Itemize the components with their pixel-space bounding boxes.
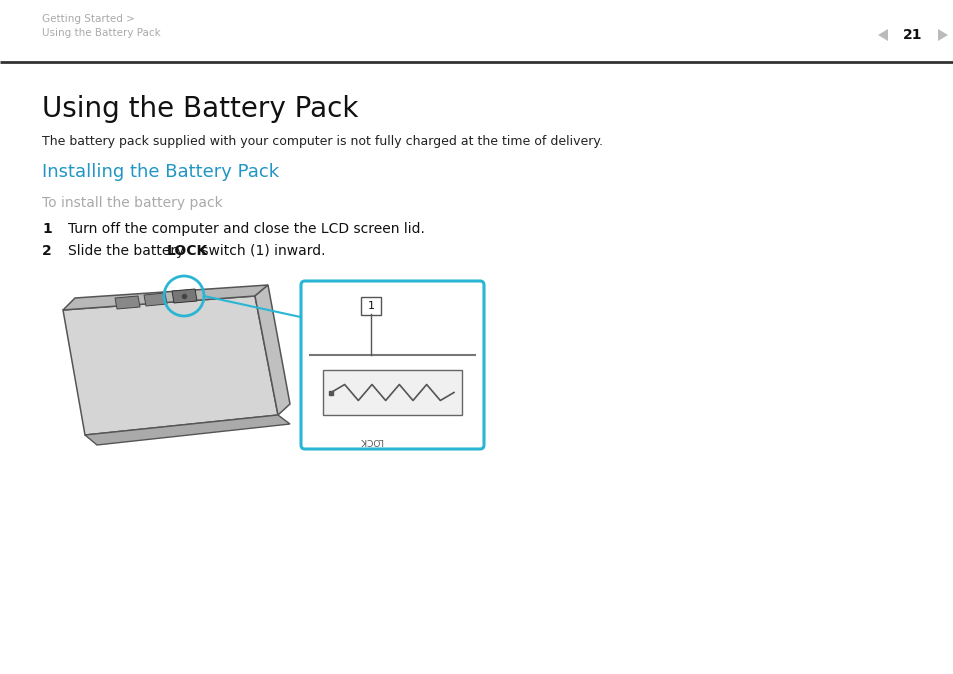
Text: To install the battery pack: To install the battery pack bbox=[42, 196, 222, 210]
Text: LOCK: LOCK bbox=[359, 436, 383, 445]
Polygon shape bbox=[63, 285, 268, 310]
Text: Installing the Battery Pack: Installing the Battery Pack bbox=[42, 163, 279, 181]
Polygon shape bbox=[85, 415, 290, 445]
Polygon shape bbox=[144, 293, 167, 306]
Polygon shape bbox=[63, 296, 277, 435]
Text: Using the Battery Pack: Using the Battery Pack bbox=[42, 28, 161, 38]
Polygon shape bbox=[937, 29, 947, 41]
Text: 21: 21 bbox=[902, 28, 922, 42]
Polygon shape bbox=[877, 29, 887, 41]
Polygon shape bbox=[323, 370, 461, 415]
Text: Turn off the computer and close the LCD screen lid.: Turn off the computer and close the LCD … bbox=[68, 222, 424, 236]
Text: Slide the battery: Slide the battery bbox=[68, 244, 189, 258]
Text: Using the Battery Pack: Using the Battery Pack bbox=[42, 95, 358, 123]
Text: 1: 1 bbox=[42, 222, 51, 236]
Text: Getting Started >: Getting Started > bbox=[42, 14, 134, 24]
FancyBboxPatch shape bbox=[301, 281, 483, 449]
Text: 1: 1 bbox=[368, 301, 375, 311]
Text: The battery pack supplied with your computer is not fully charged at the time of: The battery pack supplied with your comp… bbox=[42, 135, 602, 148]
Polygon shape bbox=[172, 289, 196, 303]
Text: LOCK: LOCK bbox=[167, 244, 208, 258]
Polygon shape bbox=[115, 296, 140, 309]
FancyBboxPatch shape bbox=[361, 297, 381, 315]
Text: switch (1) inward.: switch (1) inward. bbox=[196, 244, 325, 258]
Text: 2: 2 bbox=[42, 244, 51, 258]
Polygon shape bbox=[254, 285, 290, 415]
